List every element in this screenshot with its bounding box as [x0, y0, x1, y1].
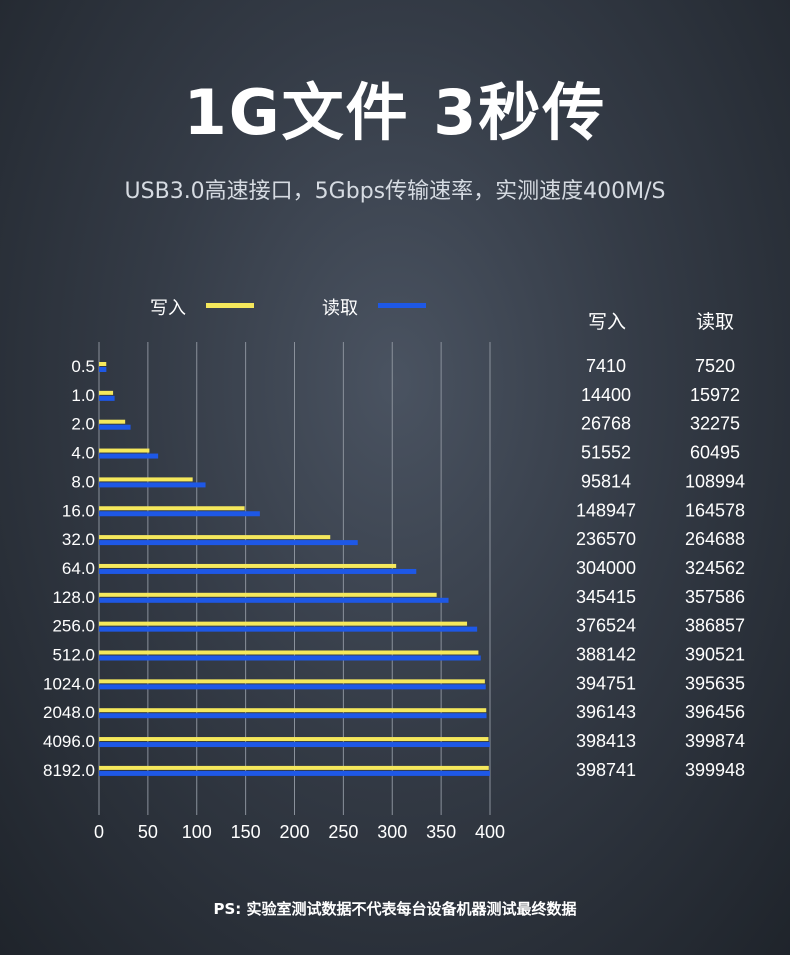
y-tick-label: 512.0: [52, 646, 95, 665]
bar-write: [99, 765, 489, 770]
y-tick-label: 2048.0: [43, 703, 95, 722]
table-value-read: 164578: [685, 500, 745, 520]
bar-read: [99, 482, 206, 488]
y-tick-label: 1024.0: [43, 674, 95, 693]
x-tick-label: 150: [231, 822, 261, 842]
bar-write: [99, 362, 107, 366]
table-value-read: 108994: [685, 471, 745, 491]
y-tick-label: 2.0: [71, 415, 95, 434]
table-value-write: 345415: [576, 587, 636, 607]
legend-item-write: 写入: [150, 294, 254, 320]
bar-read: [99, 597, 449, 603]
table-value-write: 394751: [576, 673, 636, 693]
table-value-read: 324562: [685, 558, 745, 578]
y-tick-label: 32.0: [62, 530, 95, 549]
bar-write: [99, 535, 331, 540]
bar-write: [99, 679, 485, 684]
bar-write: [99, 477, 193, 482]
table-value-write: 26768: [581, 414, 631, 434]
subtitle: USB3.0高速接口，5Gbps传输速率，实测速度400M/S: [124, 179, 666, 204]
y-tick-label: 16.0: [62, 501, 95, 520]
table-value-write: 398413: [576, 731, 636, 751]
table-value-read: 264688: [685, 529, 745, 549]
table-value-read: 60495: [690, 443, 740, 463]
x-tick-label: 200: [279, 822, 309, 842]
x-tick-label: 350: [426, 822, 456, 842]
bar-write: [99, 708, 487, 713]
bar-write: [99, 737, 489, 742]
x-tick-label: 50: [138, 822, 158, 842]
table-value-write: 95814: [581, 471, 631, 491]
bar-read: [99, 453, 159, 459]
bar-read: [99, 742, 490, 748]
x-tick-label: 250: [328, 822, 358, 842]
footnote: PS: 实验室测试数据不代表每台设备机器测试最终数据: [213, 900, 577, 918]
bar-read: [99, 626, 478, 632]
table-value-read: 32275: [690, 414, 740, 434]
bar-read: [99, 395, 115, 401]
table-value-write: 396143: [576, 702, 636, 722]
table-value-write: 236570: [576, 529, 636, 549]
y-tick-label: 64.0: [62, 559, 95, 578]
table-value-read: 390521: [685, 645, 745, 665]
table-value-read: 399948: [685, 760, 745, 780]
bar-read: [99, 424, 131, 430]
legend-label-read: 读取: [322, 298, 358, 319]
bar-read: [99, 770, 490, 776]
bar-write: [99, 563, 397, 568]
bar-read: [99, 367, 107, 372]
y-tick-label: 256.0: [52, 617, 95, 636]
y-tick-label: 8192.0: [43, 761, 95, 780]
table-value-read: 399874: [685, 731, 745, 751]
bar-write: [99, 592, 437, 597]
table-value-write: 398741: [576, 760, 636, 780]
table-value-read: 386857: [685, 616, 745, 636]
table-value-read: 357586: [685, 587, 745, 607]
legend-label-write: 写入: [150, 298, 186, 319]
bar-write: [99, 448, 150, 453]
table-value-write: 388142: [576, 645, 636, 665]
bar-write: [99, 506, 245, 511]
table-value-read: 396456: [685, 702, 745, 722]
legend-item-read: 读取: [322, 294, 426, 320]
table-value-write: 376524: [576, 616, 636, 636]
bar-read: [99, 713, 487, 719]
bar-write: [99, 621, 468, 626]
bar-read: [99, 655, 481, 661]
table-header-write: 写入: [587, 311, 626, 333]
table-value-read: 395635: [685, 673, 745, 693]
y-tick-label: 0.5: [71, 357, 95, 376]
bar-read: [99, 568, 417, 574]
legend-swatch-write: [206, 303, 254, 308]
table-value-write: 7410: [586, 356, 626, 376]
table-header-read: 读取: [695, 311, 734, 333]
table-value-write: 51552: [581, 443, 631, 463]
bar-write: [99, 390, 114, 395]
y-tick-label: 1.0: [71, 386, 95, 405]
y-tick-label: 4096.0: [43, 732, 95, 751]
y-tick-label: 8.0: [71, 472, 95, 491]
bar-write: [99, 419, 126, 424]
x-tick-label: 0: [94, 822, 104, 842]
headline: 1G文件 3秒传: [183, 76, 607, 149]
legend-swatch-read: [378, 303, 426, 308]
y-tick-label: 128.0: [52, 588, 95, 607]
bar-read: [99, 540, 358, 546]
table-value-read: 15972: [690, 385, 740, 405]
table-value-read: 7520: [695, 356, 735, 376]
y-tick-label: 4.0: [71, 444, 95, 463]
x-tick-label: 400: [475, 822, 505, 842]
bar-read: [99, 684, 486, 690]
bar-read: [99, 511, 260, 517]
table-value-write: 14400: [581, 385, 631, 405]
bar-write: [99, 650, 479, 655]
table-value-write: 148947: [576, 500, 636, 520]
x-tick-label: 100: [182, 822, 212, 842]
table-value-write: 304000: [576, 558, 636, 578]
x-tick-label: 300: [377, 822, 407, 842]
